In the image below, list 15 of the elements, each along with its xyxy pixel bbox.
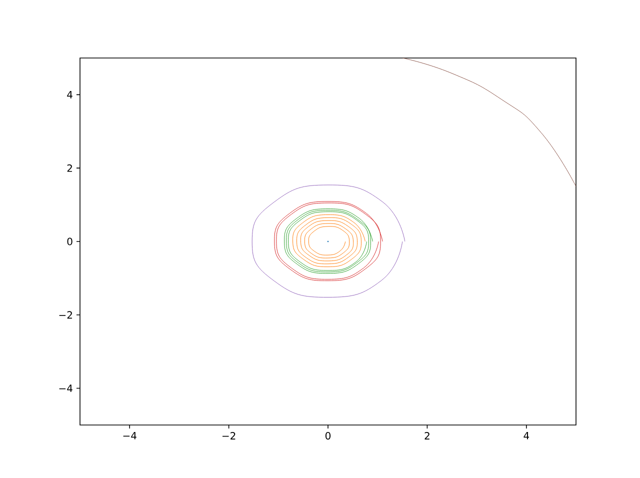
line-series (292, 214, 366, 268)
x-tick-label: 2 (424, 432, 430, 440)
line-series (252, 184, 406, 298)
y-tick-label: 4 (67, 91, 72, 98)
line-series (402, 58, 576, 187)
y-tick-label: 2 (67, 164, 72, 172)
y-tick-label: 0 (67, 238, 72, 246)
y-tick-label: −4 (59, 384, 72, 392)
x-tick-label: 4 (524, 432, 530, 440)
x-tick-label: −2 (222, 432, 236, 440)
y-tick-label: −2 (59, 311, 72, 319)
x-tick-label: −4 (123, 432, 136, 440)
line-series (274, 201, 383, 282)
line-series (284, 208, 373, 274)
x-tick-label: 0 (325, 432, 331, 440)
